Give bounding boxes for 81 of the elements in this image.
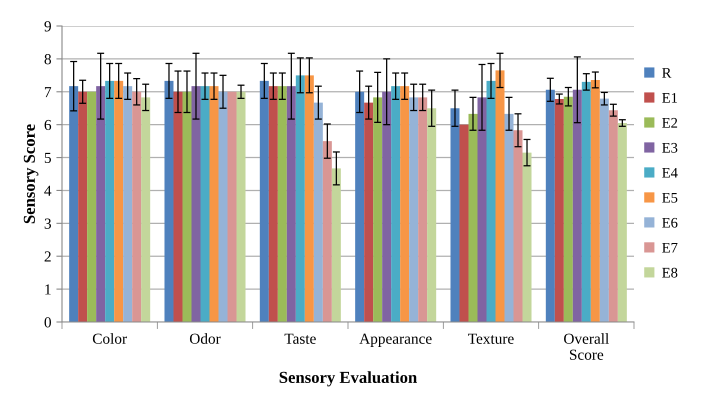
bar bbox=[296, 75, 305, 322]
bar bbox=[496, 70, 505, 322]
y-tick-label: 1 bbox=[45, 284, 51, 294]
bar bbox=[477, 97, 486, 322]
x-tick-label: Taste bbox=[284, 334, 316, 344]
legend-label: E3 bbox=[662, 142, 678, 153]
legend-label: E7 bbox=[662, 242, 678, 252]
bar bbox=[268, 86, 278, 322]
bar bbox=[191, 86, 200, 322]
bar bbox=[182, 92, 192, 322]
bar bbox=[400, 86, 410, 322]
bar bbox=[236, 92, 246, 322]
bar bbox=[278, 86, 287, 322]
x-tick-label: Odor bbox=[190, 333, 221, 344]
bar bbox=[514, 130, 523, 322]
x-tick-label: Color bbox=[92, 333, 127, 344]
bar bbox=[355, 92, 364, 322]
bar bbox=[382, 92, 392, 322]
bar bbox=[590, 80, 600, 322]
bar bbox=[409, 97, 418, 322]
bar bbox=[618, 123, 627, 322]
bar bbox=[468, 114, 478, 322]
y-tick-label: 9 bbox=[44, 21, 51, 32]
bar bbox=[554, 99, 564, 322]
bar bbox=[608, 110, 618, 322]
bar bbox=[286, 86, 296, 322]
legend-label: R bbox=[662, 68, 672, 78]
legend-label: E8 bbox=[662, 268, 678, 278]
bar bbox=[123, 86, 132, 322]
bar bbox=[546, 90, 555, 322]
bar bbox=[173, 92, 182, 322]
bar bbox=[486, 80, 496, 322]
bar bbox=[87, 92, 96, 322]
bar bbox=[450, 108, 460, 322]
bar bbox=[564, 96, 573, 322]
x-tick-label: Texture bbox=[468, 334, 514, 344]
bar bbox=[522, 152, 532, 322]
bar bbox=[582, 82, 591, 322]
bar bbox=[78, 92, 88, 322]
x-axis-title: Sensory Evaluation bbox=[280, 371, 417, 386]
bar bbox=[314, 102, 323, 322]
bar bbox=[427, 108, 436, 322]
bar bbox=[200, 86, 210, 322]
legend-label: E6 bbox=[662, 218, 678, 228]
bar bbox=[96, 86, 106, 322]
bar bbox=[304, 75, 314, 322]
legend-label: E4 bbox=[662, 168, 678, 178]
bar bbox=[141, 97, 150, 322]
bar bbox=[228, 92, 237, 322]
legend-label: E5 bbox=[662, 192, 678, 203]
y-tick-label: 2 bbox=[44, 251, 51, 262]
y-axis-title: Sensory Score bbox=[24, 124, 38, 224]
bar bbox=[418, 97, 428, 322]
bar bbox=[132, 92, 142, 322]
bar bbox=[69, 86, 78, 322]
y-tick-label: 4 bbox=[44, 186, 52, 196]
bar bbox=[105, 80, 114, 322]
bar bbox=[459, 124, 468, 322]
legend-label: E1 bbox=[662, 92, 678, 103]
bar bbox=[391, 86, 400, 322]
bar bbox=[260, 80, 269, 322]
y-tick-label: 3 bbox=[44, 218, 51, 229]
bar bbox=[210, 86, 219, 322]
bar bbox=[364, 102, 374, 322]
legend-label: E2 bbox=[662, 118, 678, 128]
y-tick-label: 8 bbox=[44, 54, 51, 64]
bar bbox=[322, 141, 332, 322]
bar bbox=[218, 92, 228, 322]
x-tick-label: Overall Score bbox=[564, 333, 609, 360]
bar bbox=[600, 98, 609, 322]
bar bbox=[164, 80, 174, 322]
y-tick-label: 5 bbox=[44, 152, 51, 164]
bar bbox=[332, 168, 341, 322]
y-tick-label: 7 bbox=[44, 87, 52, 98]
bar bbox=[373, 97, 382, 322]
bar bbox=[114, 80, 124, 322]
y-tick-label: 0 bbox=[44, 317, 51, 328]
bar bbox=[572, 90, 582, 322]
bar bbox=[504, 114, 514, 322]
x-tick-label: Appearance bbox=[359, 334, 432, 347]
y-tick-label: 6 bbox=[44, 120, 52, 130]
